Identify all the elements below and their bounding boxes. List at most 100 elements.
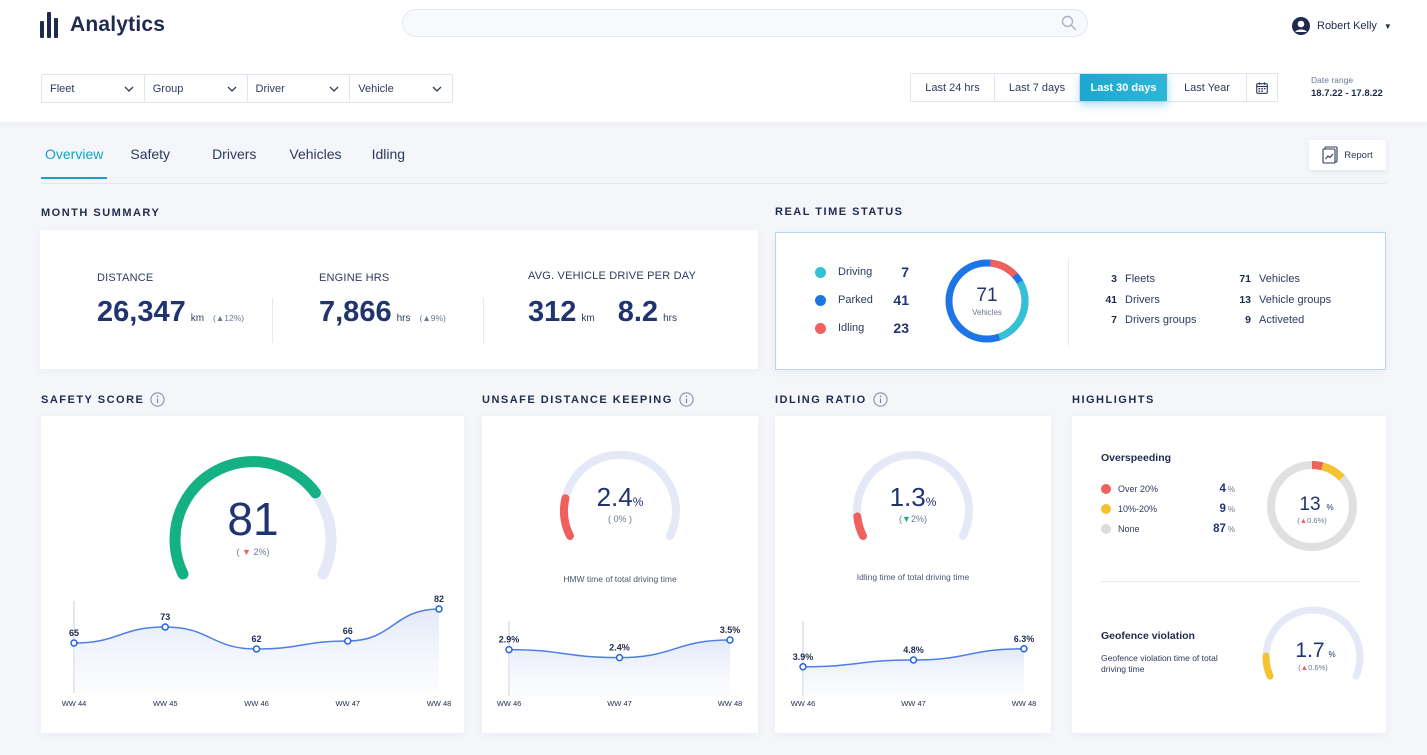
idling-ratio-gauge [853, 450, 973, 540]
app-logo[interactable]: Analytics [40, 12, 165, 38]
overspeeding-donut-value: 13 [1299, 494, 1320, 515]
app-title: Analytics [70, 13, 166, 36]
x-tick-label: WW 48 [718, 699, 743, 708]
idling-ratio-title-text: IDLING RATIO [775, 393, 867, 406]
idling-ratio-value: 1.3 [889, 482, 926, 512]
tab-safety[interactable]: Safety [130, 146, 171, 162]
fleet-filter-dropdown[interactable]: Fleet [42, 75, 145, 102]
data-point[interactable] [344, 637, 352, 645]
down-arrow-icon: ▼ [242, 547, 251, 557]
data-point[interactable] [799, 663, 807, 671]
geofence-gauge: 1.7 % (▲0.6%) [1262, 606, 1364, 680]
overspeeding-donut-delta: (▲0.6%) [1297, 516, 1327, 525]
overspeeding-row: 10%-20% 9% [1101, 499, 1235, 519]
stats-left: 3 Fleets 41 Drivers 7 Drivers groups [1091, 269, 1197, 331]
user-menu[interactable]: Robert Kelly ▼ [1292, 17, 1392, 35]
tab-overview[interactable]: Overview [41, 146, 108, 179]
row-label: Over 20% [1118, 484, 1159, 494]
search-icon[interactable] [1061, 15, 1077, 31]
data-point[interactable] [909, 656, 918, 664]
calendar-button[interactable] [1247, 74, 1277, 101]
gauge-fill [560, 450, 680, 540]
unsafe-distance-title-text: UNSAFE DISTANCE KEEPING [482, 393, 673, 406]
tab-drivers[interactable]: Drivers [212, 146, 257, 162]
report-button[interactable]: Report [1309, 140, 1386, 170]
avg-hrs-unit: hrs [663, 313, 677, 324]
info-icon[interactable] [150, 392, 165, 407]
safety-score-value: 81 [227, 493, 279, 545]
range-last-30-days[interactable]: Last 30 days [1080, 74, 1168, 101]
data-label: 2.9% [499, 635, 520, 645]
date-range-display: Date range 18.7.22 - 17.8.22 [1311, 75, 1383, 99]
data-point[interactable] [70, 639, 78, 647]
unsafe-distance-value-wrap: 2.4% [560, 482, 680, 513]
data-label: 2.4% [609, 643, 630, 653]
user-avatar-icon [1292, 17, 1310, 35]
legend-value: 41 [893, 292, 909, 308]
overspeeding-row: None 87% [1101, 519, 1235, 539]
search-input[interactable] [402, 9, 1088, 37]
range-last-24-hrs[interactable]: Last 24 hrs [911, 74, 995, 101]
unsafe-distance-value: 2.4 [596, 482, 633, 512]
overspeeding-row: Over 20% 4% [1101, 479, 1235, 499]
x-tick-label: WW 46 [497, 699, 522, 708]
driver-filter-dropdown[interactable]: Driver [248, 75, 351, 102]
data-label: 73 [160, 612, 170, 622]
unsafe-distance-line-chart: 2.9% WW 46 2.4% WW 47 3.5% WW 48 [497, 621, 743, 708]
group-filter-label: Group [152, 82, 184, 95]
tab-vehicles[interactable]: Vehicles [289, 146, 342, 162]
info-icon[interactable] [679, 392, 694, 407]
highlights-title: HIGHLIGHTS [1072, 394, 1155, 406]
data-point[interactable] [505, 645, 513, 654]
x-tick-label: WW 47 [607, 699, 632, 708]
safety-score-delta: ( ▼ 2%) [236, 547, 270, 557]
overspeeding-legend: Over 20% 4% 10%-20% 9% None 87% [1101, 479, 1235, 539]
date-range-value: 18.7.22 - 17.8.22 [1311, 88, 1383, 99]
x-tick-label: WW 44 [62, 699, 87, 708]
vehicle-filter-label: Vehicle [358, 82, 394, 95]
filter-bar: Fleet Group Driver Vehicle [41, 74, 453, 103]
fleet-filter-label: Fleet [50, 82, 75, 95]
donut-over-20-arc [1267, 461, 1357, 551]
real-time-status-card: Driving 7 Parked 41 Idling 23 71 Vehicle… [775, 232, 1386, 370]
drivers-groups-count: 7 [1111, 314, 1117, 327]
unsafe-distance-unit: % [632, 495, 644, 509]
data-point[interactable] [161, 623, 169, 631]
analytics-logo-icon [40, 12, 58, 38]
unsafe-distance-card: 2.4% ( 0% ) HMW time of total driving ti… [482, 416, 758, 733]
engine-hrs-unit: hrs [396, 313, 411, 324]
chevron-down-icon [432, 86, 442, 92]
vehicle-filter-dropdown[interactable]: Vehicle [350, 75, 452, 102]
down-arrow-icon: ▼ [902, 514, 911, 524]
gauge-track [853, 450, 973, 540]
vehicles-donut-chart: 71 Vehicles [945, 259, 1029, 343]
row-value: 87 [1213, 523, 1226, 535]
drivers-groups-label: Drivers groups [1125, 314, 1197, 327]
info-icon[interactable] [873, 392, 888, 407]
month-summary-title: MONTH SUMMARY [41, 207, 161, 219]
data-point[interactable] [252, 645, 261, 653]
idling-ratio-value-wrap: 1.3% [853, 482, 973, 513]
avg-km-unit: km [581, 313, 595, 324]
data-label: 4.8% [903, 645, 924, 655]
range-last-7-days[interactable]: Last 7 days [995, 74, 1080, 101]
safety-score-card: 81 ( ▼ 2%) 65 WW 44 73 WW 45 62 WW 46 66 WW 47 8… [41, 416, 464, 733]
data-point[interactable] [615, 653, 624, 662]
data-point[interactable] [1020, 645, 1028, 653]
report-icon [1322, 146, 1338, 164]
range-last-year[interactable]: Last Year [1168, 74, 1247, 101]
group-filter-dropdown[interactable]: Group [145, 75, 248, 102]
activated-count: 9 [1245, 314, 1251, 327]
data-label: 6.3% [1014, 634, 1035, 644]
data-label: 62 [251, 634, 261, 644]
legend-label: Driving [838, 266, 873, 278]
safety-score-title: SAFETY SCORE [41, 392, 165, 407]
idling-ratio-caption: Idling time of total driving time [856, 572, 970, 582]
gauge-track [1262, 606, 1364, 680]
main-tabs: Overview Safety Drivers Vehicles Idling [41, 146, 409, 179]
tab-idling[interactable]: Idling [371, 146, 406, 162]
row-value: 4 [1219, 483, 1226, 495]
divider [272, 298, 273, 343]
data-point[interactable] [435, 605, 443, 613]
data-point[interactable] [726, 636, 734, 644]
